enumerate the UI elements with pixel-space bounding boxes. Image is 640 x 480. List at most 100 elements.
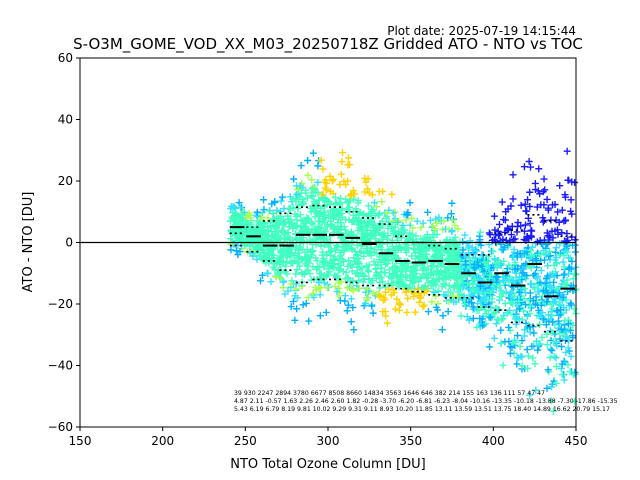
data-point <box>339 268 347 276</box>
data-point <box>397 272 405 280</box>
data-point <box>402 288 410 296</box>
data-point <box>546 256 554 264</box>
data-point <box>358 226 366 234</box>
data-point <box>527 163 535 171</box>
data-point <box>369 309 377 317</box>
data-point <box>301 227 309 235</box>
data-point <box>391 246 399 254</box>
data-point <box>306 270 314 278</box>
data-point <box>350 326 358 334</box>
data-point <box>371 246 379 254</box>
data-point <box>461 300 469 308</box>
data-point <box>395 244 403 252</box>
data-point <box>249 242 257 250</box>
data-point <box>535 340 543 348</box>
data-point <box>264 256 272 264</box>
data-point <box>485 291 493 299</box>
data-point <box>517 222 525 230</box>
data-point <box>435 214 443 222</box>
data-point <box>568 257 576 265</box>
data-point <box>269 216 277 224</box>
data-point <box>505 261 513 269</box>
data-point <box>546 247 554 255</box>
data-point <box>253 255 261 263</box>
data-point <box>255 252 263 260</box>
data-point <box>390 286 398 294</box>
data-point <box>344 301 352 309</box>
data-point <box>539 214 547 222</box>
data-point <box>544 366 552 374</box>
data-point <box>364 202 372 210</box>
data-point <box>331 253 339 261</box>
data-point <box>419 219 427 227</box>
data-point <box>499 235 507 243</box>
data-point <box>342 181 350 189</box>
data-point <box>476 282 484 290</box>
data-point <box>529 354 537 362</box>
data-point <box>343 284 351 292</box>
data-point <box>337 219 345 227</box>
data-point <box>521 326 529 334</box>
data-point <box>316 312 324 320</box>
data-point <box>247 221 255 229</box>
data-point <box>548 329 556 337</box>
data-point <box>567 299 575 307</box>
data-point <box>260 196 268 204</box>
data-point <box>312 188 320 196</box>
data-point <box>294 205 302 213</box>
data-point <box>368 277 376 285</box>
data-point <box>449 215 457 223</box>
data-point <box>260 206 268 214</box>
data-point <box>272 273 280 281</box>
y-tick-label: 20 <box>58 174 73 188</box>
data-point <box>309 193 317 201</box>
data-point <box>553 285 561 293</box>
data-point <box>506 289 514 297</box>
data-point <box>488 285 496 293</box>
data-point <box>363 285 371 293</box>
data-point <box>319 165 327 173</box>
data-point <box>400 282 408 290</box>
data-point <box>543 298 551 306</box>
data-point <box>363 296 371 304</box>
data-point <box>470 285 478 293</box>
data-point <box>413 217 421 225</box>
data-point <box>543 330 551 338</box>
data-point <box>500 311 508 319</box>
data-point <box>444 214 452 222</box>
data-point <box>496 281 504 289</box>
data-point <box>289 297 297 305</box>
data-point <box>420 267 428 275</box>
data-point <box>313 265 321 273</box>
data-point <box>553 271 561 279</box>
data-point <box>329 175 337 183</box>
data-point <box>517 253 525 261</box>
data-point <box>382 288 390 296</box>
data-point <box>475 283 483 291</box>
data-point <box>520 163 528 171</box>
data-point <box>329 225 337 233</box>
data-point <box>516 305 524 313</box>
data-point <box>429 282 437 290</box>
data-point <box>314 178 322 186</box>
data-point <box>497 339 505 347</box>
data-point <box>520 332 528 340</box>
data-point <box>448 227 456 235</box>
data-point <box>535 165 543 173</box>
data-point <box>511 235 519 243</box>
data-point <box>511 265 519 273</box>
data-point <box>462 261 470 269</box>
data-point <box>277 253 285 261</box>
data-point <box>428 223 436 231</box>
x-tick-label: 450 <box>565 434 588 448</box>
data-point <box>322 227 330 235</box>
data-point <box>484 258 492 266</box>
data-point <box>390 252 398 260</box>
data-point <box>532 293 540 301</box>
data-point <box>513 223 521 231</box>
data-point <box>383 209 391 217</box>
data-point <box>279 278 287 286</box>
data-point <box>497 261 505 269</box>
data-point <box>378 198 386 206</box>
data-point <box>315 196 323 204</box>
